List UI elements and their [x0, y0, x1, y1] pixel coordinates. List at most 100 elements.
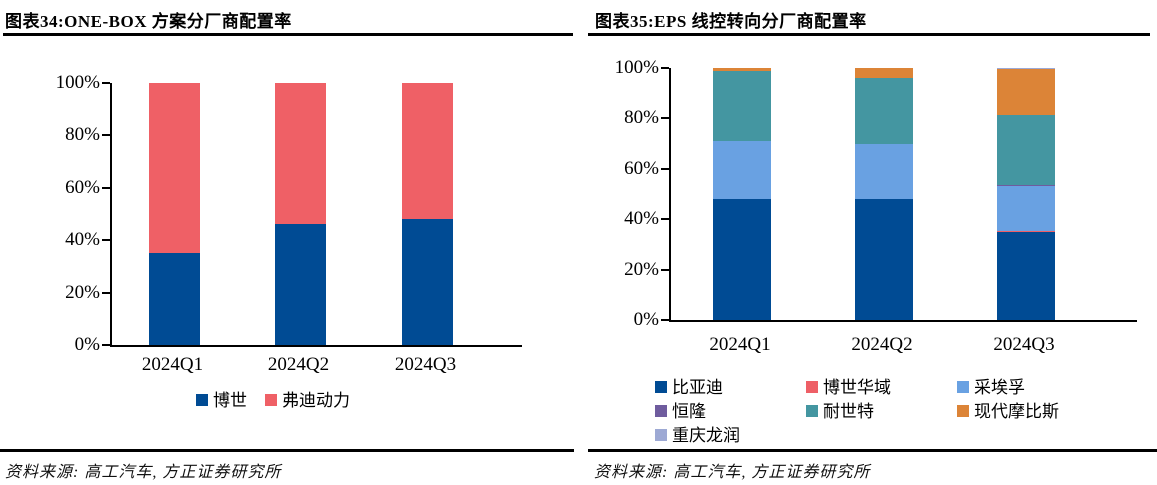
- bar-segment: [997, 185, 1055, 187]
- bar-segment: [713, 70, 771, 142]
- bar-segment: [713, 141, 771, 200]
- panel-onebox: 图表34:ONE-BOX 方案分厂商配置率 0% 20% 40% 60% 80% 100%…: [0, 0, 578, 485]
- legend-label: 博世: [213, 391, 247, 410]
- legend-item: 采埃孚: [957, 378, 1127, 397]
- footer-rule: [588, 449, 1157, 452]
- legend-label: 恒隆: [672, 402, 706, 421]
- legend-item: 比亚迪: [655, 378, 806, 397]
- bar-segment: [997, 230, 1055, 232]
- bar-2024Q2: [855, 68, 913, 320]
- bar-segment: [997, 69, 1055, 115]
- y-tick-label: 0%: [74, 334, 100, 355]
- y-tick-mark: [661, 67, 669, 69]
- y-tick-mark: [661, 117, 669, 120]
- bar-segment: [713, 199, 771, 320]
- chart-title-eps: 图表35:EPS 线控转向分厂商配置率: [595, 12, 867, 31]
- x-tick-label: 2024Q3: [394, 354, 457, 375]
- legend-swatch: [957, 381, 969, 393]
- y-tick-label: 40%: [65, 229, 100, 251]
- bar-segment: [997, 114, 1055, 186]
- legend-swatch: [265, 394, 277, 406]
- bar-segment: [997, 231, 1055, 320]
- bar-2024Q2: [275, 83, 326, 345]
- x-tick-label: 2024Q2: [267, 354, 330, 375]
- x-tick-label: 2024Q2: [851, 334, 913, 355]
- plot-area: [669, 68, 1137, 322]
- legend-label: 重庆龙润: [672, 426, 740, 445]
- chart-title-onebox: 图表34:ONE-BOX 方案分厂商配置率: [5, 12, 292, 31]
- bar-segment: [275, 224, 326, 345]
- bar-2024Q1: [149, 83, 200, 345]
- y-tick-label: 100%: [55, 72, 100, 93]
- panel-eps: 图表35:EPS 线控转向分厂商配置率 0% 20% 40% 60% 80% 100% 20…: [578, 0, 1157, 485]
- legend-swatch: [655, 429, 667, 441]
- source-note: 资料来源: 高工汽车, 方正证券研究所: [5, 464, 282, 481]
- x-tick-label: 2024Q1: [141, 354, 204, 375]
- legend-swatch: [196, 394, 208, 406]
- x-tick-label: 2024Q3: [993, 334, 1055, 355]
- y-tick-mark: [661, 268, 669, 271]
- title-rule: [588, 33, 1150, 36]
- y-tick-label: 60%: [65, 176, 100, 198]
- legend-label: 比亚迪: [672, 378, 723, 397]
- onebox-stacked-bar-chart: 0% 20% 40% 60% 80% 100% 2024Q1 2024Q2 2024Q3 博世 弗迪…: [0, 0, 578, 485]
- bar-segment: [275, 83, 326, 225]
- eps-stacked-bar-chart: 0% 20% 40% 60% 80% 100% 2024Q1 2024Q2 2024Q3 比亚迪 博…: [578, 0, 1157, 485]
- legend-swatch: [655, 405, 667, 417]
- bar-segment: [402, 219, 453, 345]
- legend-swatch: [806, 405, 818, 417]
- legend: 比亚迪 博世华域 采埃孚恒隆 耐世特 现代摩比斯重庆龙润: [655, 378, 1127, 445]
- footer-rule: [0, 449, 574, 452]
- legend-item: 重庆龙润: [655, 426, 806, 445]
- y-tick-mark: [102, 186, 110, 189]
- legend-swatch: [655, 381, 667, 393]
- y-tick-mark: [661, 218, 669, 221]
- legend-label: 博世华域: [823, 378, 891, 397]
- legend-label: 耐世特: [823, 402, 874, 421]
- legend-swatch: [957, 405, 969, 417]
- legend-item: 耐世特: [806, 402, 957, 421]
- y-tick-mark: [102, 344, 110, 346]
- bar-segment: [855, 68, 913, 79]
- legend-label: 弗迪动力: [282, 391, 350, 410]
- bar-segment: [855, 199, 913, 320]
- bar-segment: [149, 83, 200, 254]
- bar-2024Q1: [713, 68, 771, 320]
- y-tick-label: 80%: [624, 107, 659, 129]
- x-tick-label: 2024Q1: [709, 334, 771, 355]
- bar-segment: [713, 68, 771, 71]
- legend-item: 现代摩比斯: [957, 402, 1127, 421]
- bar-segment: [402, 83, 453, 220]
- y-tick-mark: [102, 239, 110, 242]
- bar-segment: [149, 253, 200, 345]
- y-tick-label: 80%: [65, 124, 100, 146]
- bar-2024Q3: [402, 83, 453, 345]
- legend-item: 弗迪动力: [265, 391, 350, 410]
- legend-item: 恒隆: [655, 402, 806, 421]
- bar-segment: [997, 186, 1055, 231]
- y-tick-mark: [102, 82, 110, 84]
- source-note: 资料来源: 高工汽车, 方正证券研究所: [594, 464, 871, 481]
- legend: 博世 弗迪动力: [0, 391, 562, 410]
- legend-swatch: [806, 381, 818, 393]
- legend-label: 现代摩比斯: [974, 402, 1059, 421]
- y-tick-mark: [661, 167, 669, 170]
- y-tick-label: 40%: [624, 208, 659, 230]
- legend-item: 博世华域: [806, 378, 957, 397]
- y-tick-mark: [661, 319, 669, 321]
- legend-label: 采埃孚: [974, 378, 1025, 397]
- y-tick-label: 20%: [65, 281, 100, 303]
- plot-area: [110, 83, 522, 347]
- y-tick-mark: [102, 134, 110, 137]
- title-rule: [3, 33, 573, 36]
- y-tick-label: 0%: [633, 309, 659, 330]
- y-tick-mark: [102, 291, 110, 294]
- y-tick-label: 60%: [624, 157, 659, 179]
- bar-segment: [855, 143, 913, 200]
- bar-2024Q3: [997, 68, 1055, 320]
- y-tick-label: 20%: [624, 258, 659, 280]
- bar-segment: [855, 78, 913, 144]
- legend-item: 博世: [196, 391, 247, 410]
- bar-segment: [997, 68, 1055, 70]
